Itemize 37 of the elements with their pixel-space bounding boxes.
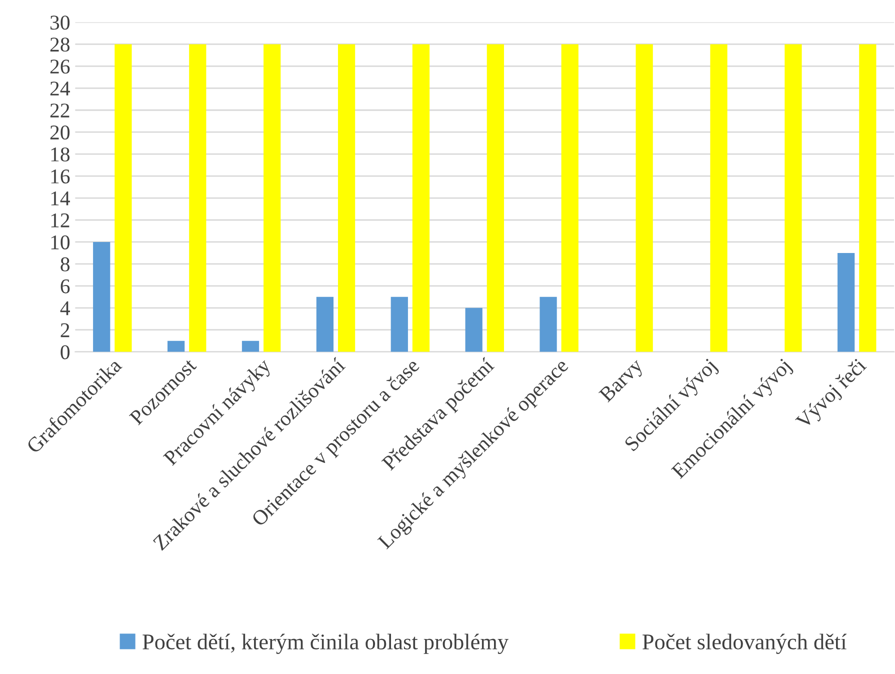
y-tick-label: 12 bbox=[51, 213, 70, 228]
bar bbox=[93, 242, 110, 352]
bar bbox=[242, 340, 260, 352]
y-tick-label: 30 bbox=[50, 16, 70, 30]
bar bbox=[167, 340, 185, 352]
bar bbox=[465, 308, 482, 352]
bar bbox=[390, 296, 408, 352]
bar bbox=[338, 44, 356, 352]
bar bbox=[838, 252, 855, 352]
y-tick-label: 10 bbox=[51, 235, 70, 250]
y-tick-label: 0 bbox=[60, 345, 70, 360]
bar bbox=[859, 44, 876, 352]
y-tick-label: 14 bbox=[51, 191, 70, 206]
y-tick-label: 18 bbox=[51, 147, 70, 162]
y-tick-label: 4 bbox=[60, 301, 70, 316]
y-tick-label: 24 bbox=[50, 82, 70, 96]
bar bbox=[561, 44, 578, 352]
bar bbox=[710, 44, 728, 352]
bar bbox=[412, 44, 430, 352]
bar bbox=[264, 44, 281, 352]
bar bbox=[486, 44, 504, 352]
y-tick-label: 6 bbox=[60, 279, 70, 294]
bar bbox=[189, 44, 206, 352]
y-tick-label: 16 bbox=[51, 169, 70, 184]
bar bbox=[784, 44, 802, 352]
y-tick-label: 8 bbox=[60, 257, 70, 272]
bar bbox=[540, 296, 557, 352]
y-tick-label: 28 bbox=[50, 38, 70, 52]
legend-label: Počet dětí, kterým činila oblast problémy bbox=[142, 634, 508, 654]
y-tick-label: 20 bbox=[50, 125, 70, 140]
y-tick-label: 26 bbox=[50, 60, 70, 74]
bar bbox=[636, 44, 653, 352]
legend-label: Počet sledovaných dětí bbox=[642, 634, 847, 654]
bar bbox=[316, 296, 334, 352]
y-tick-label: 22 bbox=[50, 104, 70, 118]
y-tick-label: 2 bbox=[60, 323, 70, 338]
bar bbox=[114, 44, 132, 352]
